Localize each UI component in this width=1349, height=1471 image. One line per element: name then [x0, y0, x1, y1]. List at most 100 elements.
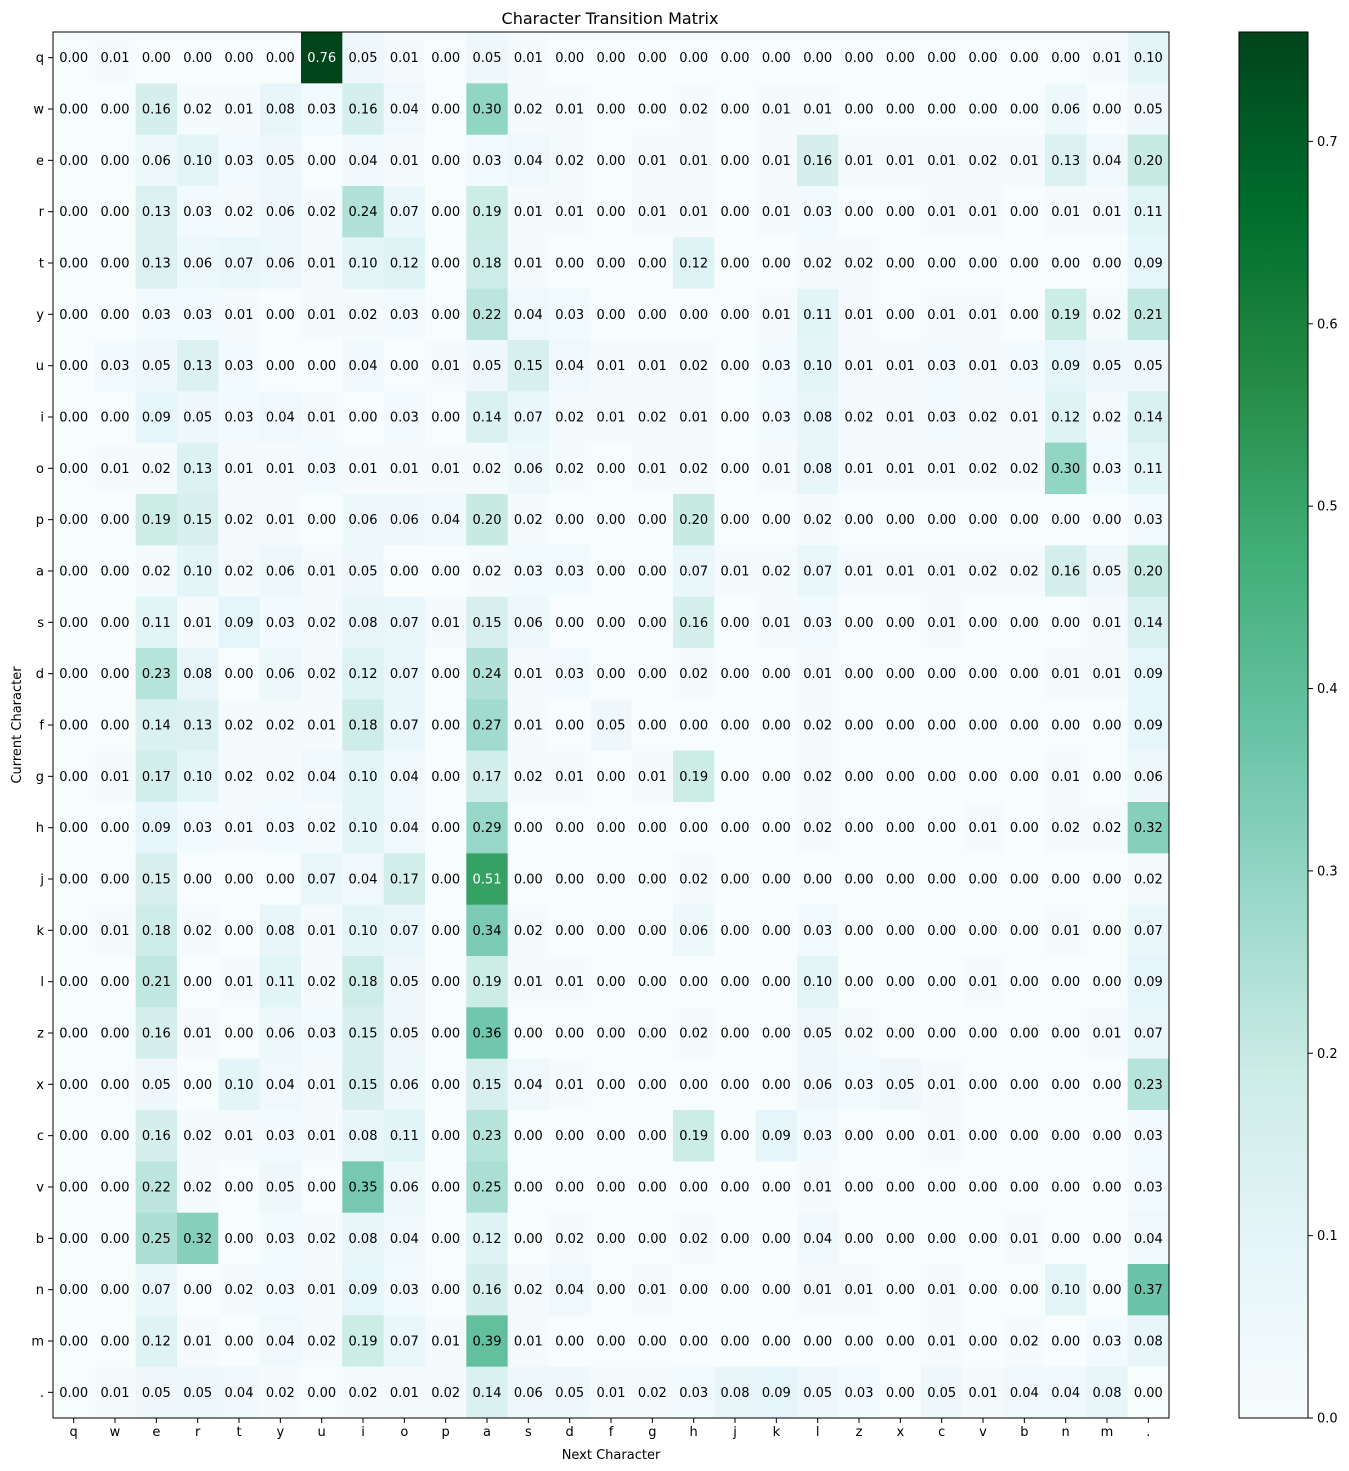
cell-value-label: 0.00 [555, 1129, 584, 1144]
cell-value-label: 0.00 [886, 821, 915, 836]
heatmap-cell [838, 1058, 881, 1111]
heatmap-cell [549, 134, 591, 187]
heatmap-cell [921, 1058, 963, 1111]
heatmap-cell [1045, 1366, 1087, 1419]
heatmap-cell [673, 904, 715, 957]
cell-value-label: 0.03 [266, 1129, 295, 1144]
cell-value-label: 0.01 [597, 411, 626, 426]
cell-value-label: 0.00 [597, 257, 626, 272]
heatmap-cell [135, 1264, 178, 1316]
cell-value-label: 0.01 [514, 205, 543, 220]
heatmap-cell [94, 904, 137, 957]
cell-value-label: 0.08 [266, 924, 295, 939]
cell-value-label: 0.01 [927, 616, 956, 631]
heatmap-cell [962, 1212, 1005, 1265]
cell-value-label: 0.00 [927, 103, 956, 118]
heatmap-cell [177, 1212, 219, 1265]
heatmap-cell [797, 288, 839, 341]
cell-value-label: 0.00 [721, 205, 750, 220]
cell-value-label: 0.02 [762, 565, 791, 580]
cell-value-label: 0.16 [349, 103, 378, 118]
heatmap-cell [135, 545, 178, 598]
cell-value-label: 0.09 [1134, 667, 1163, 682]
cell-value-label: 0.00 [886, 257, 915, 272]
cell-value-label: 0.09 [142, 411, 171, 426]
heatmap-cell [1003, 442, 1046, 495]
heatmap-cell [259, 1110, 302, 1162]
cell-value-label: 0.05 [266, 1181, 295, 1196]
heatmap-cell [177, 1007, 219, 1060]
heatmap-cell [507, 494, 550, 546]
heatmap-cell [94, 1212, 137, 1265]
heatmap-cell [714, 750, 757, 803]
heatmap-cell [631, 1161, 674, 1214]
heatmap-cell [342, 32, 385, 84]
cell-value-label: 0.01 [514, 975, 543, 990]
heatmap-cell [1045, 288, 1087, 341]
heatmap-cell [879, 1212, 922, 1265]
heatmap-cell [259, 340, 302, 392]
cell-value-label: 0.02 [1010, 462, 1039, 477]
heatmap-cell [838, 1264, 881, 1316]
cell-value-label: 0.09 [142, 821, 171, 836]
cell-value-label: 0.00 [101, 1129, 130, 1144]
heatmap-cell [342, 956, 385, 1008]
cell-value-label: 0.03 [803, 205, 832, 220]
heatmap-cell [1086, 1007, 1129, 1060]
heatmap-cell [94, 442, 137, 495]
heatmap-cell [53, 699, 95, 752]
heatmap-cell [259, 32, 302, 84]
cell-value-label: 0.00 [1093, 103, 1122, 118]
heatmap-cell [342, 1315, 385, 1368]
heatmap-cell [1045, 186, 1087, 238]
heatmap-cell [797, 1264, 839, 1316]
cell-value-label: 0.00 [886, 1027, 915, 1042]
heatmap-cell [962, 1161, 1005, 1214]
cell-value-label: 0.03 [183, 205, 212, 220]
heatmap-cell [53, 853, 95, 906]
heatmap-cell [962, 237, 1005, 290]
cell-value-label: 0.04 [266, 411, 295, 426]
cell-value-label: 0.00 [59, 565, 88, 580]
heatmap-cell [425, 442, 467, 495]
cell-value-label: 0.00 [431, 154, 460, 169]
cell-value-label: 0.03 [307, 103, 336, 118]
heatmap-cell [342, 545, 385, 598]
cell-value-label: 0.22 [142, 1181, 171, 1196]
heatmap-cell [301, 596, 343, 649]
heatmap-cell [218, 802, 261, 854]
heatmap-cell [714, 83, 757, 136]
cell-value-label: 0.00 [1010, 667, 1039, 682]
heatmap-cell [1086, 904, 1129, 957]
cell-value-label: 0.15 [514, 359, 543, 374]
heatmap-cell [797, 956, 839, 1008]
cell-value-label: 0.05 [886, 1078, 915, 1093]
cell-value-label: 0.00 [59, 205, 88, 220]
cell-value-label: 0.03 [225, 359, 254, 374]
cell-value-label: 0.03 [803, 616, 832, 631]
cell-value-label: 0.00 [927, 667, 956, 682]
heatmap-cell [879, 1264, 922, 1316]
cell-value-label: 0.00 [886, 51, 915, 66]
heatmap-cell [342, 1212, 385, 1265]
cell-value-label: 0.06 [266, 257, 295, 272]
heatmap-cell [425, 545, 467, 598]
cell-value-label: 0.04 [803, 1232, 832, 1247]
heatmap-cell [1045, 802, 1087, 854]
heatmap-cell [342, 802, 385, 854]
heatmap-cell [714, 545, 757, 598]
heatmap-cell [342, 750, 385, 803]
heatmap-cell [218, 186, 261, 238]
cell-value-label: 0.00 [762, 513, 791, 528]
cell-value-label: 0.12 [390, 257, 419, 272]
cell-value-label: 0.00 [969, 1283, 998, 1298]
heatmap-cell [466, 545, 509, 598]
cell-value-label: 0.00 [59, 257, 88, 272]
cell-value-label: 0.02 [803, 513, 832, 528]
cell-value-label: 0.00 [845, 873, 874, 888]
heatmap-cell [218, 750, 261, 803]
cell-value-label: 0.10 [225, 1078, 254, 1093]
heatmap-cell [755, 648, 798, 700]
cell-value-label: 0.00 [886, 308, 915, 323]
heatmap-cell [53, 545, 95, 598]
